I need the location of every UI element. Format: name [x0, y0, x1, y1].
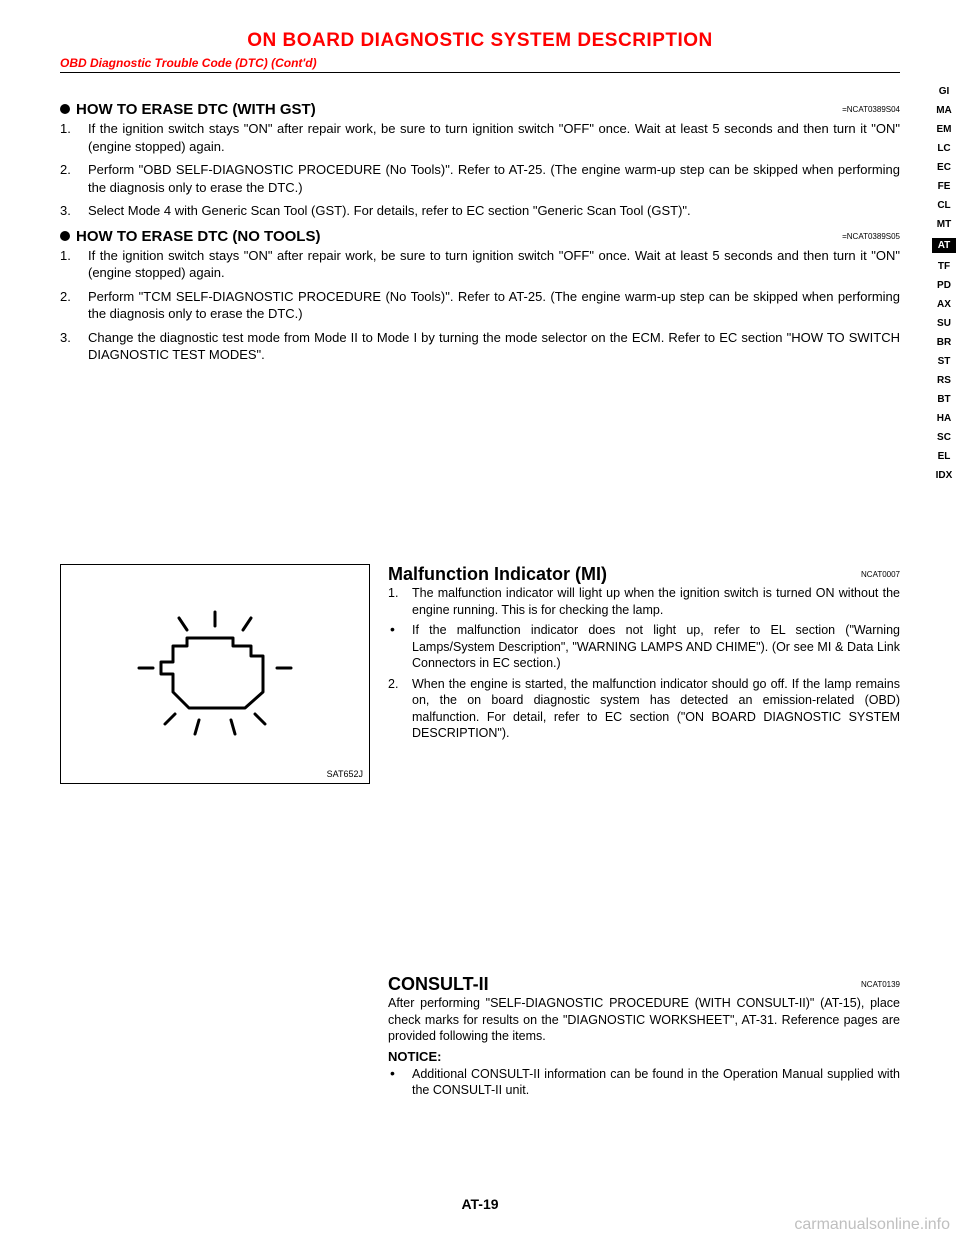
consult-title-text: CONSULT-II — [388, 974, 489, 994]
watermark: carmanualsonline.info — [794, 1216, 950, 1234]
side-tab-fe[interactable]: FE — [932, 181, 956, 192]
side-tab-rs[interactable]: RS — [932, 375, 956, 386]
notice-list: Additional CONSULT-II information can be… — [388, 1066, 900, 1099]
section-notools-title: HOW TO ERASE DTC (NO TOOLS) — [76, 228, 320, 245]
page-number: AT-19 — [0, 1196, 960, 1212]
consult-para: After performing "SELF-DIAGNOSTIC PROCED… — [388, 995, 900, 1045]
side-tab-em[interactable]: EM — [932, 124, 956, 135]
notice-label: NOTICE: — [388, 1049, 900, 1064]
mi-block: SAT652J Malfunction Indicator (MI) NCAT0… — [60, 564, 900, 784]
side-tab-sc[interactable]: SC — [932, 432, 956, 443]
header-rule — [60, 72, 900, 73]
list-item: If the ignition switch stays "ON" after … — [60, 247, 900, 282]
figure-engine-lamp: SAT652J — [60, 564, 370, 784]
side-tab-st[interactable]: ST — [932, 356, 956, 367]
side-tab-at[interactable]: AT — [932, 238, 956, 253]
page-title: ON BOARD DIAGNOSTIC SYSTEM DESCRIPTION — [60, 30, 900, 52]
consult-title: CONSULT-II NCAT0139 — [388, 974, 900, 995]
side-tab-el[interactable]: EL — [932, 451, 956, 462]
side-tab-mt[interactable]: MT — [932, 219, 956, 230]
side-tab-ma[interactable]: MA — [932, 105, 956, 116]
side-tab-tf[interactable]: TF — [932, 261, 956, 272]
section-gst-title: HOW TO ERASE DTC (WITH GST) — [76, 101, 316, 118]
side-tab-ax[interactable]: AX — [932, 299, 956, 310]
list-item: When the engine is started, the malfunct… — [388, 676, 900, 742]
side-tab-ha[interactable]: HA — [932, 413, 956, 424]
list-item: Change the diagnostic test mode from Mod… — [60, 329, 900, 364]
side-tab-pd[interactable]: PD — [932, 280, 956, 291]
side-tab-su[interactable]: SU — [932, 318, 956, 329]
ref-code: =NCAT0389S05 — [842, 232, 900, 241]
side-tab-bt[interactable]: BT — [932, 394, 956, 405]
bullet-icon — [60, 231, 70, 241]
list-item: Perform "TCM SELF-DIAGNOSTIC PROCEDURE (… — [60, 288, 900, 323]
list-item: Select Mode 4 with Generic Scan Tool (GS… — [60, 202, 900, 220]
section-gst-heading: HOW TO ERASE DTC (WITH GST) =NCAT0389S04 — [60, 101, 900, 118]
consult-block: CONSULT-II NCAT0139 After performing "SE… — [388, 974, 900, 1099]
side-tab-gi[interactable]: GI — [932, 86, 956, 97]
list-item: If the ignition switch stays "ON" after … — [60, 120, 900, 155]
side-tab-br[interactable]: BR — [932, 337, 956, 348]
page-subtitle: OBD Diagnostic Trouble Code (DTC) (Cont'… — [60, 56, 900, 70]
list-item: If the malfunction indicator does not li… — [388, 622, 900, 672]
bullet-icon — [60, 104, 70, 114]
ref-code: NCAT0007 — [861, 570, 900, 579]
mi-list: The malfunction indicator will light up … — [388, 585, 900, 742]
figure-label: SAT652J — [327, 769, 363, 779]
engine-icon — [125, 604, 305, 744]
side-tab-idx[interactable]: IDX — [932, 470, 956, 481]
list-item: Perform "OBD SELF-DIAGNOSTIC PROCEDURE (… — [60, 161, 900, 196]
list-item: The malfunction indicator will light up … — [388, 585, 900, 618]
ref-code: NCAT0139 — [861, 980, 900, 989]
section-notools-heading: HOW TO ERASE DTC (NO TOOLS) =NCAT0389S05 — [60, 228, 900, 245]
mi-title: Malfunction Indicator (MI) NCAT0007 — [388, 564, 900, 585]
side-tabs: GI MA EM LC EC FE CL MT AT TF PD AX SU BR ST RS BT HA SC EL… — [932, 86, 956, 481]
side-tab-ec[interactable]: EC — [932, 162, 956, 173]
list-item: Additional CONSULT-II information can be… — [388, 1066, 900, 1099]
ref-code: =NCAT0389S04 — [842, 105, 900, 114]
gst-steps: If the ignition switch stays "ON" after … — [60, 120, 900, 220]
side-tab-lc[interactable]: LC — [932, 143, 956, 154]
side-tab-cl[interactable]: CL — [932, 200, 956, 211]
notools-steps: If the ignition switch stays "ON" after … — [60, 247, 900, 364]
mi-title-text: Malfunction Indicator (MI) — [388, 564, 607, 584]
